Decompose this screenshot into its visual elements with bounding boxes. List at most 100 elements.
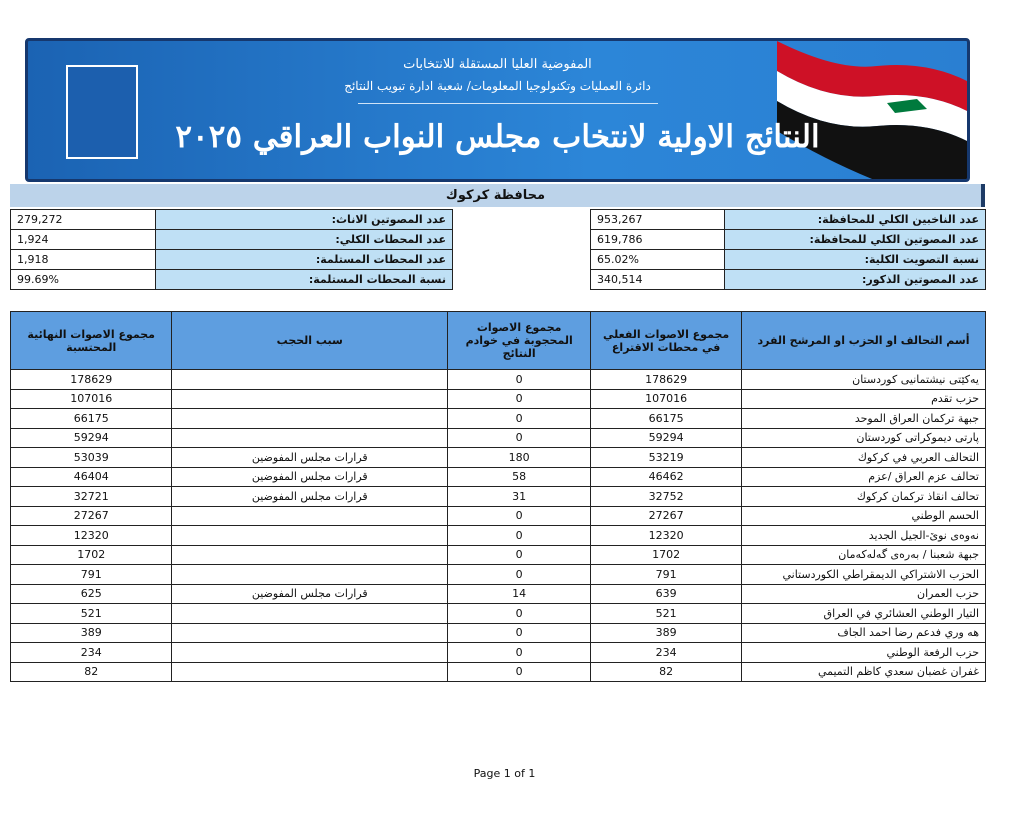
summary-row: عدد المحطات المستلمة: 1,918 [10,249,453,270]
table-cell: 639 [590,583,743,604]
table-cell: 0 [447,505,592,526]
table-cell [171,603,449,624]
table-cell: 791 [590,564,743,585]
summary-label: عدد المصوتين الاناث: [155,209,453,230]
summary-row: نسبة التصويت الكلية: 65.02% [590,249,986,270]
table-row: جبهة شعبنا / بەرەی گەلەکەمان 1702 0 1702 [9,544,986,565]
department: دائرة العمليات وتكنولوجيا المعلومات/ شعب… [344,79,651,93]
summary-label: عدد المحطات الكلي: [155,229,453,250]
summary-label: عدد المصوتين الذكور: [724,269,986,290]
table-cell: 0 [447,661,592,682]
table-cell: الحزب الاشتراكي الديمقراطي الكوردستاني [741,564,986,585]
column-header: مجموع الاصوات الفعلي في محطات الاقتراع [590,311,743,370]
table-cell: جبهة تركمان العراق الموحد [741,408,986,429]
table-cell: 107016 [9,388,173,409]
table-cell: 0 [447,388,592,409]
table-cell: 0 [447,525,592,546]
table-cell: نەوەی نوێ-الجيل الجديد [741,525,986,546]
separator [358,103,658,104]
table-cell [171,622,449,643]
summary-label: نسبة التصويت الكلية: [724,249,986,270]
table-cell: قرارات مجلس المفوضين [171,486,449,507]
table-cell: 12320 [9,525,173,546]
banner: المفوضية العليا المستقلة للانتخابات دائر… [25,38,970,182]
table-cell: قرارات مجلس المفوضين [171,447,449,468]
logo [66,65,138,159]
summary-row: نسبة المحطات المستلمة: 99.69% [10,269,453,290]
table-row: التحالف العربي في كركوك 53219 180 قرارات مج… [9,447,986,468]
province: محافظة كركوك [10,184,985,207]
summary-value: 340,514 [590,269,725,290]
table-cell: 0 [447,622,592,643]
summary-value: 1,924 [10,229,156,250]
table-cell [171,525,449,546]
table-cell: 625 [9,583,173,604]
table-cell: حزب العمران [741,583,986,604]
table-row: تحالف عزم العراق /عزم 46462 58 قرارات مجلس … [9,466,986,487]
table-cell: 521 [9,603,173,624]
table-row: جبهة تركمان العراق الموحد 66175 0 66175 [9,408,986,429]
summary-row: عدد المحطات الكلي: 1,924 [10,229,453,250]
table-cell: 66175 [590,408,743,429]
summary-row: عدد المصوتين الاناث: 279,272 [10,209,453,230]
summary-label: عدد المحطات المستلمة: [155,249,453,270]
table-cell [171,388,449,409]
summary-value: 65.02% [590,249,725,270]
table-cell: التيار الوطني العشائري في العراق [741,603,986,624]
table-cell: غفران غضبان سعدي كاظم التميمي [741,661,986,682]
table-cell [171,369,449,390]
header-row: أسم التحالف او الحزب او المرشح الفرد مجمو… [9,311,986,370]
table-cell: 178629 [590,369,743,390]
table-cell: 82 [9,661,173,682]
table-cell: 32752 [590,486,743,507]
footer: Page 1 of 1 [473,767,536,780]
table-cell: 53039 [9,447,173,468]
table-cell: الحسم الوطني [741,505,986,526]
summary-row: عدد المصوتين الكلي للمحافظة: 619,786 [590,229,986,250]
table-cell: 1702 [590,544,743,565]
table-cell: 66175 [9,408,173,429]
table-cell [171,661,449,682]
table-cell: 0 [447,544,592,565]
table-row: يەکێتی نیشتمانیی کوردستان 178629 0 178629 [9,369,986,390]
table-cell: جبهة شعبنا / بەرەی گەلەکەمان [741,544,986,565]
column-header: مجموع الاصوات النهائية المحتسبة [9,311,173,370]
table-row: تحالف انقاذ تركمان كركوك 32752 31 قرارات مج… [9,486,986,507]
table-row: حزب الرفعة الوطني 234 0 234 [9,642,986,663]
table-cell: 31 [447,486,592,507]
summary-value: 99.69% [10,269,156,290]
table-cell [171,564,449,585]
table-row: حزب العمران 639 14 قرارات مجلس المفوضين 625 [9,583,986,604]
summary-row: عدد الناخبين الكلي للمحافظة: 953,267 [590,209,986,230]
table-cell [171,427,449,448]
table-cell: 389 [9,622,173,643]
table-cell: 0 [447,427,592,448]
table-cell: التحالف العربي في كركوك [741,447,986,468]
table-cell: 107016 [590,388,743,409]
table-cell: تحالف انقاذ تركمان كركوك [741,486,986,507]
summary-label: نسبة المحطات المستلمة: [155,269,453,290]
table-cell: 0 [447,603,592,624]
table-cell: 234 [590,642,743,663]
summary-label: عدد المصوتين الكلي للمحافظة: [724,229,986,250]
table-cell [171,505,449,526]
table-cell: 1702 [9,544,173,565]
title: النتائج الاولية لانتخاب مجلس النواب العر… [175,119,820,155]
table-cell: 180 [447,447,592,468]
table-row: الحسم الوطني 27267 0 27267 [9,505,986,526]
table-cell: حزب الرفعة الوطني [741,642,986,663]
table-cell: 46462 [590,466,743,487]
table-row: غفران غضبان سعدي كاظم التميمي 82 0 82 [9,661,986,682]
summary-value: 953,267 [590,209,725,230]
table-cell: 0 [447,564,592,585]
table-row: پارتی دیموکراتی کوردستان 59294 0 59294 [9,427,986,448]
table-row: التيار الوطني العشائري في العراق 521 0 521 [9,603,986,624]
table-cell: 0 [447,369,592,390]
summary-right: عدد الناخبين الكلي للمحافظة: 953,267 عدد ا… [590,209,986,290]
column-header: أسم التحالف او الحزب او المرشح الفرد [741,311,986,370]
table-cell: 59294 [590,427,743,448]
summary-value: 619,786 [590,229,725,250]
table-cell: 0 [447,408,592,429]
table-cell: 0 [447,642,592,663]
